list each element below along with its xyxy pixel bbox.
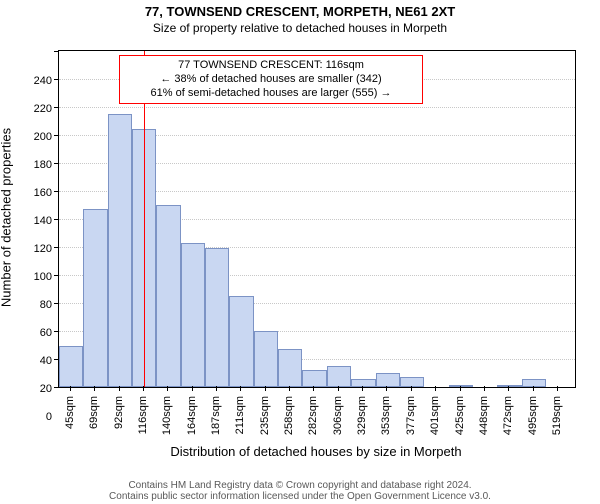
x-tick-label: 211sqm xyxy=(234,396,246,434)
x-tick-label: 495sqm xyxy=(527,396,539,435)
x-tick-labels: 45sqm 69sqm 92sqm 116sqm 140sqm 164sqm 187sqm 2… xyxy=(58,392,574,452)
y-tick-label: 160 xyxy=(0,187,52,199)
y-tick-label: 100 xyxy=(0,271,52,283)
x-tick-label: 187sqm xyxy=(210,396,222,435)
histogram-bar xyxy=(327,366,351,387)
y-tick-label: 80 xyxy=(0,299,52,311)
histogram-bar xyxy=(83,209,107,387)
annotation-line: 61% of semi-detached houses are larger (… xyxy=(126,87,416,101)
histogram-bar xyxy=(229,296,253,387)
x-tick-label: 92sqm xyxy=(113,396,125,429)
attribution-footer: Contains HM Land Registry data © Crown c… xyxy=(0,480,600,502)
histogram-bar xyxy=(108,114,132,387)
x-tick-label: 116sqm xyxy=(137,396,149,434)
x-tick-label: 258sqm xyxy=(283,396,295,435)
x-tick-label: 282sqm xyxy=(307,396,319,435)
footer-line-2: Contains public sector information licen… xyxy=(0,491,600,502)
histogram-bar xyxy=(302,370,326,387)
y-tick-label: 0 xyxy=(0,411,52,423)
y-tick-label: 120 xyxy=(0,243,52,255)
histogram-plot: 77 TOWNSEND CRESCENT: 116sqm← 38% of det… xyxy=(58,50,576,388)
y-tick-label: 200 xyxy=(0,131,52,143)
y-tick-label: 140 xyxy=(0,215,52,227)
y-tick-label: 20 xyxy=(0,383,52,395)
y-tick-label: 40 xyxy=(0,355,52,367)
y-tick-label: 60 xyxy=(0,327,52,339)
x-tick-label: 45sqm xyxy=(64,396,76,429)
annotation-line: 77 TOWNSEND CRESCENT: 116sqm xyxy=(126,59,416,73)
y-tick-label: 240 xyxy=(0,75,52,87)
y-tick-label: 220 xyxy=(0,103,52,115)
histogram-bar xyxy=(59,346,83,387)
x-tick-label: 164sqm xyxy=(186,396,198,435)
x-tick-label: 519sqm xyxy=(551,396,563,435)
x-axis-label: Distribution of detached houses by size … xyxy=(58,444,574,459)
x-tick-label: 140sqm xyxy=(161,396,173,435)
histogram-bar xyxy=(254,331,278,387)
annotation-box: 77 TOWNSEND CRESCENT: 116sqm← 38% of det… xyxy=(119,55,423,104)
x-tick-label: 472sqm xyxy=(502,396,514,435)
x-tick-label: 353sqm xyxy=(380,396,392,435)
x-tick-label: 69sqm xyxy=(88,396,100,429)
x-tick-label: 329sqm xyxy=(356,396,368,435)
x-tick-label: 377sqm xyxy=(405,396,417,435)
x-tick-label: 401sqm xyxy=(429,396,441,435)
histogram-bar xyxy=(181,243,205,387)
histogram-bar xyxy=(205,248,229,387)
page-title: 77, TOWNSEND CRESCENT, MORPETH, NE61 2XT xyxy=(0,4,600,19)
histogram-bar xyxy=(376,373,400,387)
x-tick-label: 425sqm xyxy=(454,396,466,435)
page-subtitle: Size of property relative to detached ho… xyxy=(0,21,600,35)
x-tick-label: 448sqm xyxy=(478,396,490,435)
annotation-line: ← 38% of detached houses are smaller (34… xyxy=(126,73,416,87)
x-tick-label: 306sqm xyxy=(332,396,344,435)
y-tick-label: 180 xyxy=(0,159,52,171)
histogram-bar xyxy=(156,205,180,387)
histogram-bar xyxy=(278,349,302,387)
x-tick-label: 235sqm xyxy=(259,396,271,435)
footer-line-1: Contains HM Land Registry data © Crown c… xyxy=(0,480,600,491)
